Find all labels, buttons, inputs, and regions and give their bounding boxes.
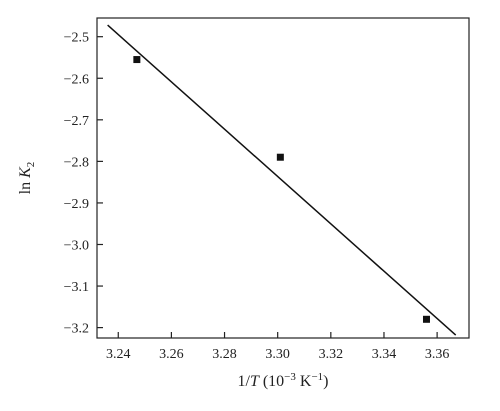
- y-tick-label: −2.7: [64, 114, 89, 129]
- x-tick-label: 3.30: [265, 347, 290, 362]
- data-point: [133, 56, 141, 64]
- y-tick-label: −2.5: [64, 31, 89, 46]
- y-tick-label: −3.2: [64, 322, 89, 337]
- plot-area: 3.24 3.26 3.28 3.30 3.32 3.34 3.36 −2.5−2.6−2.…: [64, 17, 470, 362]
- x-axis-label: 1/T (10−3 K−1): [237, 371, 328, 390]
- x-tick-label: 3.34: [372, 347, 397, 362]
- x-tick-label: 3.36: [425, 347, 450, 362]
- data-point: [276, 153, 284, 161]
- y-tick-label: −3.1: [64, 280, 89, 295]
- x-tick-label: 3.32: [319, 347, 344, 362]
- fit-line-group: [107, 24, 457, 336]
- data-points: [133, 56, 430, 323]
- x-axis: 3.24 3.26 3.28 3.30 3.32 3.34 3.36: [106, 332, 449, 362]
- y-tick-label: −3.0: [64, 238, 89, 253]
- y-tick-label: −2.9: [64, 197, 89, 212]
- y-tick-label: −2.6: [64, 72, 89, 87]
- x-tick-label: 3.28: [212, 347, 237, 362]
- y-tick-label: −2.8: [64, 155, 89, 170]
- y-axis: −2.5 −2.6 −2.7 −2.8 −2.9 −3.0 −3.1 −3.2: [64, 31, 103, 337]
- x-tick-label: 3.24: [106, 347, 131, 362]
- plot-frame: [96, 17, 470, 339]
- x-tick-label: 3.26: [159, 347, 184, 362]
- data-point: [422, 315, 430, 323]
- fit-line: [107, 24, 457, 336]
- y-axis-label: ln K2: [17, 162, 37, 195]
